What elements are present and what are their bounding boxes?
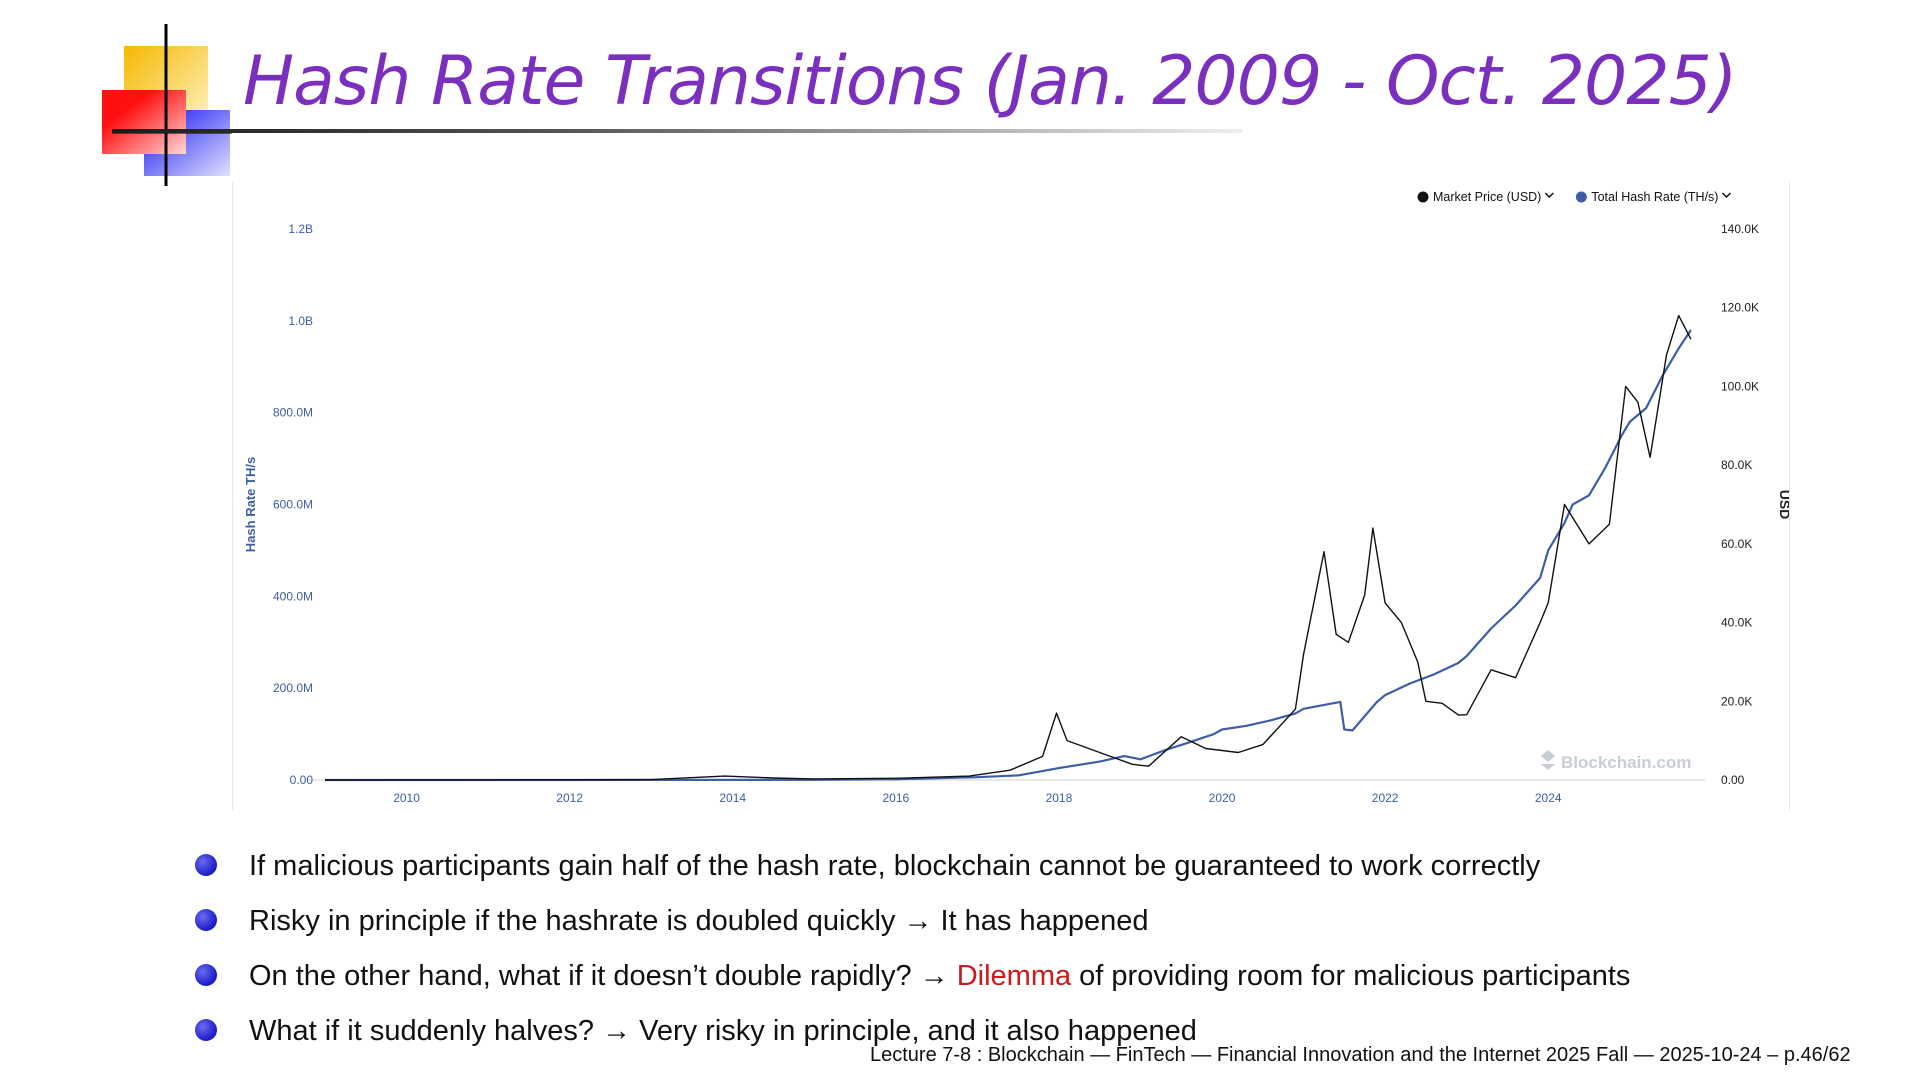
y-left-tick-label: 400.0M bbox=[273, 589, 313, 603]
bullet-text-main: If malicious participants gain half of t… bbox=[249, 850, 1541, 882]
blockchain-logo-icon bbox=[1541, 750, 1555, 770]
legend-item-label: Total Hash Rate (TH/s) bbox=[1591, 190, 1718, 204]
y-left-tick-label: 200.0M bbox=[273, 681, 313, 695]
bullet-list: If malicious participants gain half of t… bbox=[195, 848, 1795, 1068]
slide-footer: Lecture 7-8 : Blockchain — FinTech — Fin… bbox=[870, 1044, 1851, 1066]
chart-canvas: 0.00 200.0M 400.0M 600.0M 800.0M 1.0B 1.2B 0.00… bbox=[243, 190, 1789, 805]
bullet-text-main: What if it suddenly halves? → Very risky… bbox=[249, 1015, 1197, 1047]
x-tick-label: 2022 bbox=[1372, 791, 1399, 805]
legend-chevron-down-icon bbox=[1544, 192, 1554, 199]
bullet-text: On the other hand, what if it doesn’t do… bbox=[249, 958, 1630, 994]
legend-chevron-down-icon bbox=[1721, 192, 1732, 199]
hash-rate-series-line bbox=[325, 329, 1692, 782]
bullet-icon bbox=[195, 964, 217, 986]
y-right-tick-label: 0.00 bbox=[1721, 773, 1745, 787]
y-right-tick-label: 100.0K bbox=[1721, 379, 1759, 393]
y-left-axis-label: Hash Rate TH/s bbox=[243, 457, 258, 552]
bullet-icon bbox=[195, 1019, 217, 1041]
slide-logo bbox=[102, 24, 232, 186]
bullet-item: On the other hand, what if it doesn’t do… bbox=[195, 958, 1795, 1013]
market-price-series-line bbox=[324, 314, 1692, 781]
x-tick-label: 2012 bbox=[556, 791, 583, 805]
bullet-text-main: Risky in principle if the hashrate is do… bbox=[249, 905, 1149, 937]
bullet-item: What if it suddenly halves? → Very risky… bbox=[195, 1013, 1795, 1068]
y-left-tick-label: 800.0M bbox=[273, 406, 313, 420]
x-tick-label: 2016 bbox=[882, 791, 909, 805]
bullet-item: If malicious participants gain half of t… bbox=[195, 848, 1795, 903]
y-left-tick-label: 1.2B bbox=[288, 222, 313, 236]
title-underline bbox=[112, 129, 1242, 133]
bullet-highlight: Dilemma bbox=[956, 960, 1072, 992]
legend-marker-icon bbox=[1417, 191, 1429, 203]
bullet-text: Risky in principle if the hashrate is do… bbox=[249, 903, 1149, 939]
legend-marker-icon bbox=[1575, 191, 1587, 203]
chart-watermark: Blockchain.com bbox=[1561, 753, 1691, 772]
y-left-tick-label: 0.00 bbox=[290, 773, 314, 787]
bullet-text-main: On the other hand, what if it doesn’t do… bbox=[249, 960, 957, 992]
bullet-icon bbox=[195, 854, 217, 876]
x-tick-label: 2020 bbox=[1209, 791, 1236, 805]
y-right-tick-label: 120.0K bbox=[1721, 301, 1759, 315]
y-right-tick-label: 140.0K bbox=[1721, 222, 1759, 236]
slide-title: Hash Rate Transitions (Jan. 2009 - Oct. … bbox=[243, 42, 1737, 121]
bullet-icon bbox=[195, 909, 217, 931]
bullet-text-tail: of providing room for malicious particip… bbox=[1071, 960, 1631, 992]
y-right-tick-label: 40.0K bbox=[1721, 616, 1752, 630]
bullet-text: If malicious participants gain half of t… bbox=[249, 848, 1540, 884]
hash-rate-chart: 0.00 200.0M 400.0M 600.0M 800.0M 1.0B 1.2B 0.00… bbox=[232, 182, 1790, 810]
y-left-tick-label: 600.0M bbox=[273, 498, 313, 512]
x-tick-label: 2018 bbox=[1046, 791, 1073, 805]
y-right-tick-label: 60.0K bbox=[1721, 537, 1752, 551]
x-tick-label: 2024 bbox=[1535, 791, 1562, 805]
y-left-tick-label: 1.0B bbox=[288, 314, 313, 328]
y-right-axis-label: USD bbox=[1777, 490, 1789, 520]
bullet-item: Risky in principle if the hashrate is do… bbox=[195, 903, 1795, 958]
y-right-tick-label: 20.0K bbox=[1721, 694, 1752, 708]
legend-item-label: Market Price (USD) bbox=[1433, 190, 1541, 204]
x-tick-label: 2010 bbox=[393, 791, 420, 805]
y-right-tick-label: 80.0K bbox=[1721, 458, 1752, 472]
x-tick-label: 2014 bbox=[719, 791, 746, 805]
bullet-text: What if it suddenly halves? → Very risky… bbox=[249, 1013, 1197, 1049]
